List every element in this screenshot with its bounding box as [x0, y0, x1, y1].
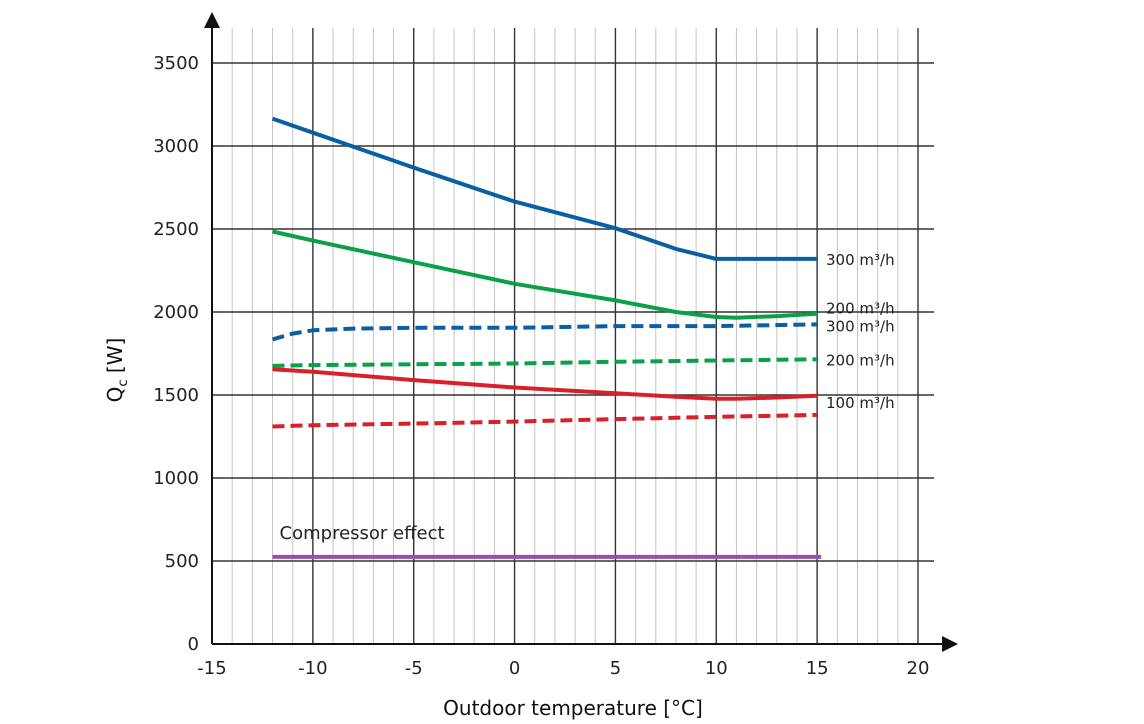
x-tick-label: 15	[806, 658, 829, 679]
x-tick-label: 0	[509, 658, 520, 679]
y-axis-title-sub: c	[116, 379, 131, 386]
y-axis-title-main: Q	[103, 387, 127, 403]
x-tick-label: 5	[610, 658, 621, 679]
x-tick-label: -5	[405, 658, 423, 679]
y-tick-label: 2500	[153, 219, 199, 240]
x-axis-title: Outdoor temperature [°C]	[443, 696, 703, 720]
y-tick-label: 3000	[153, 136, 199, 157]
y-axis-title: Qc [W]	[103, 338, 131, 403]
series-line	[272, 357, 818, 368]
series-line	[271, 322, 818, 342]
x-tick-label: -10	[298, 658, 327, 679]
series-line	[272, 367, 818, 401]
series-label: 300 m³/h	[826, 317, 895, 335]
minor-grid	[231, 28, 899, 644]
y-tick-label: 500	[165, 551, 199, 572]
tick-labels: -15 -10 -5 0 5 10 15 20 0 500 1000 1500 2000 2500 3000…	[153, 53, 929, 679]
series-line	[272, 229, 818, 320]
y-axis-title-unit: [W]	[103, 338, 127, 380]
series-label: 300 m³/h	[826, 251, 895, 269]
axes	[204, 12, 958, 652]
x-tick-label: 20	[907, 658, 930, 679]
x-tick-label: -15	[197, 658, 226, 679]
series-line	[272, 412, 818, 429]
series-label: 200 m³/h	[826, 300, 895, 318]
y-tick-label: 3500	[153, 53, 199, 74]
series-label: 100 m³/h	[826, 394, 895, 412]
y-tick-label: 1500	[153, 385, 199, 406]
x-axis-arrow	[942, 636, 958, 652]
y-tick-label: 2000	[153, 302, 199, 323]
y-tick-label: 1000	[153, 468, 199, 489]
y-axis-arrow	[204, 12, 220, 28]
major-grid	[212, 28, 934, 644]
x-tick-label: 10	[705, 658, 728, 679]
annotation-label: Compressor effect	[280, 523, 445, 544]
series-line	[271, 116, 818, 261]
annotations: Compressor effect	[280, 523, 445, 544]
series-lines	[271, 116, 822, 559]
series-label: 200 m³/h	[826, 351, 895, 369]
y-tick-label: 0	[188, 634, 199, 655]
